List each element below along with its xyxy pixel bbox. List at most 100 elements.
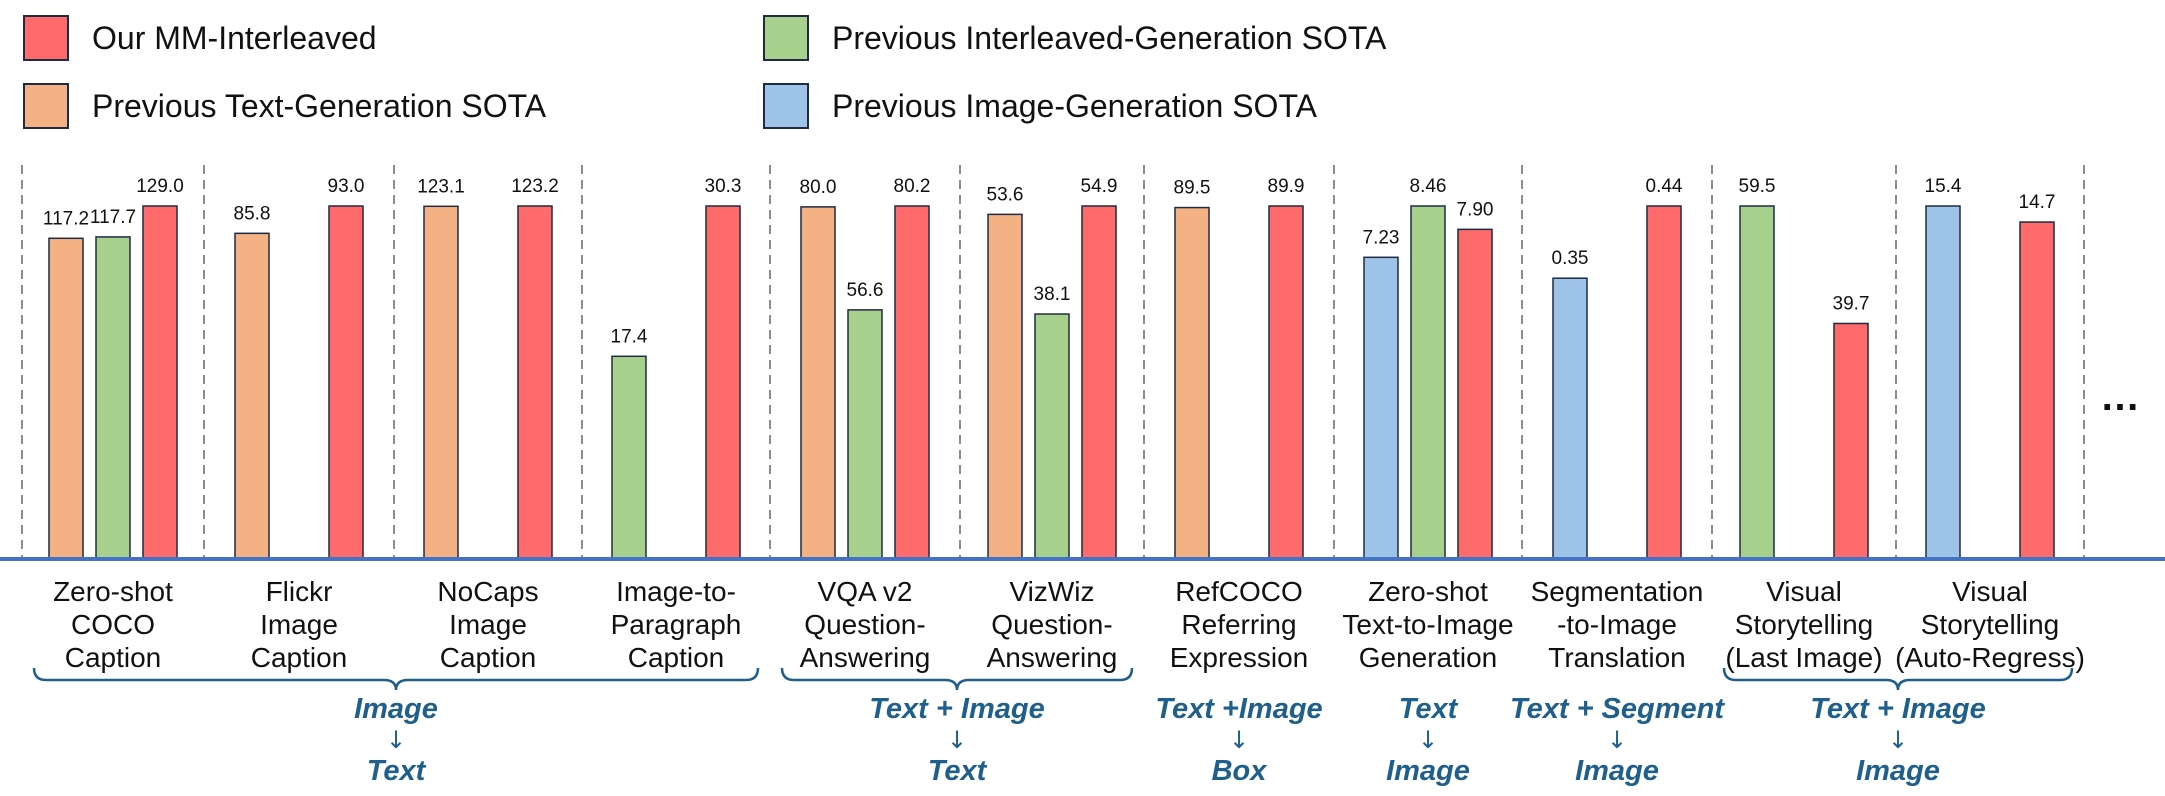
data-label: 123.1 [417,176,465,197]
category-label-line: COCO [71,609,155,640]
legend-label-image: Previous Image-Generation SOTA [832,88,1318,124]
modality-text-image: Text↓Image [1386,693,1470,787]
data-label: 89.5 [1174,178,1211,199]
bar-ours [1457,228,1493,560]
category-label-line: Storytelling [1921,609,2060,640]
bar-text [423,205,459,560]
bar-group-refcoco-referring-expression: 89.5 89.9 [1174,176,1305,560]
legend-label-interleaved: Previous Interleaved-Generation SOTA [832,20,1387,56]
modality-label: Image [1386,755,1470,787]
bar-text [1174,206,1210,560]
bar-ours [1646,205,1682,560]
bar-ours [894,205,930,560]
data-label: 117.2 [43,208,89,229]
data-label: 117.7 [90,207,136,228]
legend-swatch-image [763,83,809,129]
bar-text [48,237,84,560]
modality-text-segment-image: Text + Segment↓Image [1510,693,1725,787]
category-label-line: VizWiz [1009,576,1094,607]
data-label: 80.2 [894,176,931,197]
modality-arrow: ↓ [1229,726,1249,754]
category-label-line: Visual [1952,576,2028,607]
modality-arrow: ↓ [1607,726,1627,754]
category-label-line: Image-to- [616,576,736,607]
modality-label: Text + Image [869,693,1044,725]
bar-ours [1268,205,1304,560]
bar-text [987,213,1023,560]
modality-label: Image [1575,755,1659,787]
modality-label: Text + Image [1810,693,1985,725]
modality-arrow: ↓ [386,726,406,754]
bar-ours [1081,205,1117,560]
bar-group-visual-storytelling-auto-regress: 15.4 14.7 [1925,176,2056,560]
data-label: 7.90 [1457,199,1494,220]
data-label: 15.4 [1925,176,1962,197]
category-labels: Zero-shotCOCOCaptionFlickrImageCaptionNo… [53,576,2085,673]
modality-text-image-text: Text + Image↓Text [780,667,1134,787]
category-label-line: Caption [251,642,348,673]
category-label-line: Expression [1170,642,1309,673]
modality-text-image-image: Text + Image↓Image [1722,667,2074,787]
modality-label: Box [1212,755,1269,787]
bar-ours [1833,322,1869,560]
category-label-line: Paragraph [611,609,742,640]
category-label-line: (Auto-Regress) [1895,642,2085,673]
bar-group-visual-storytelling-last-image: 59.5 39.7 [1739,176,1869,560]
bar-image [1925,205,1961,560]
bar-image [1552,277,1588,560]
category-label-line: VQA v2 [818,576,913,607]
category-label-line: Storytelling [1735,609,1874,640]
category-label-line: NoCaps [437,576,538,607]
bar-group-vqa-v2-question-answering: 80.0 56.6 80.2 [800,176,931,560]
modality-label: Text + Segment [1510,693,1725,725]
data-label: 56.6 [847,280,884,301]
data-label: 0.44 [1646,176,1683,197]
bar-interleaved [95,236,131,560]
category-label-line: Caption [65,642,162,673]
bar-image [1363,256,1399,560]
modality-label: Text [367,755,427,787]
data-label: 8.46 [1410,176,1447,197]
more-tasks-ellipsis: … [2100,375,2140,419]
category-label-line: Flickr [266,576,333,607]
modality-label: Text +Image [1155,693,1322,725]
category-label-line: Zero-shot [53,576,173,607]
category-label-line: Image [449,609,527,640]
modality-bracket [1722,667,2074,691]
data-label: 129.0 [136,176,184,197]
data-label: 80.0 [800,177,837,198]
bar-ours [142,205,178,560]
legend-swatch-ours [23,15,69,61]
category-label-line: Text-to-Image [1342,609,1513,640]
category-label-line: Segmentation [1531,576,1704,607]
category-label-line: Answering [800,642,931,673]
bar-text [800,206,836,560]
category-label-line: Question- [991,609,1112,640]
bar-group-nocaps-image-caption: 123.1 123.2 [417,176,559,560]
bar-ours [2019,221,2055,560]
data-label: 30.3 [705,176,742,197]
modality-arrow: ↓ [947,726,967,754]
category-label-line: Generation [1359,642,1498,673]
modality-label: Image [1856,755,1940,787]
data-label: 85.8 [234,203,271,224]
bar-ours [517,205,553,560]
legend-swatch-interleaved [763,15,809,61]
data-label: 53.6 [987,184,1024,205]
data-label: 89.9 [1268,176,1305,197]
bar-interleaved [1739,205,1775,560]
category-label-line: Image [260,609,338,640]
category-label-line: Visual [1766,576,1842,607]
modality-label: Image [354,693,438,725]
bar-group-zero-shot-text-to-image-generation: 7.23 8.46 7.90 [1363,176,1494,560]
group-dividers [21,165,2085,559]
data-label: 14.7 [2019,192,2056,213]
bar-ours [328,205,364,560]
bar-ours [705,205,741,560]
category-label-line: (Last Image) [1725,642,1882,673]
category-label-line: -to-Image [1557,609,1677,640]
modality-label: Text [1399,693,1459,725]
